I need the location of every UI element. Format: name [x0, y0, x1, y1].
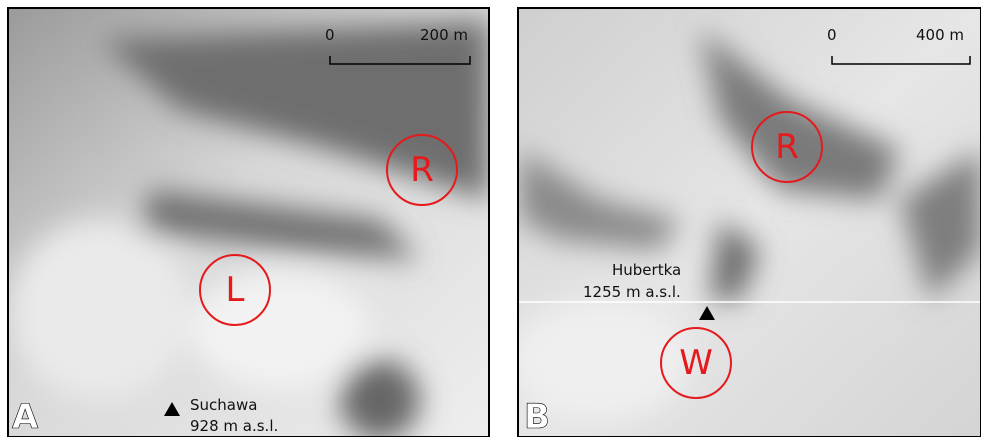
- zone-label: W: [679, 343, 713, 383]
- zone-label: R: [410, 150, 434, 190]
- scale-label: 400 m: [916, 26, 964, 44]
- scale-label: 0: [325, 26, 335, 44]
- peak-name: Suchawa: [190, 396, 257, 414]
- scale-label: 200 m: [420, 26, 468, 44]
- peak-elevation: 928 m a.s.l.: [190, 417, 278, 435]
- hillshade-b: [510, 8, 981, 437]
- zone-label: R: [775, 127, 799, 167]
- zone-label: L: [226, 270, 245, 310]
- panel-label: B: [524, 397, 550, 437]
- hillshade-a: [8, 8, 489, 437]
- peak-name: Hubertka: [612, 261, 681, 279]
- scale-label: 0: [827, 26, 837, 44]
- figure: 0 200 m 0 400 m R L R W Suchawa 928 m a.…: [0, 0, 981, 437]
- peak-elevation: 1255 m a.s.l.: [583, 283, 681, 301]
- panel-label: A: [12, 397, 39, 437]
